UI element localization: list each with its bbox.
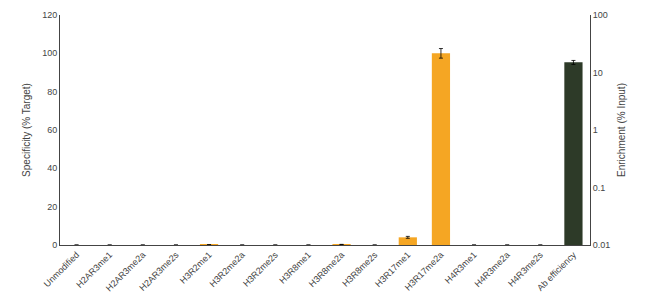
svg-text:Unmodified: Unmodified: [42, 250, 81, 289]
svg-text:H2AR3me2s: H2AR3me2s: [137, 249, 181, 293]
svg-text:80: 80: [47, 87, 57, 97]
svg-text:H3R17me1: H3R17me1: [373, 250, 412, 289]
svg-text:H3R17me2a: H3R17me2a: [403, 250, 446, 293]
svg-text:H3R2me1: H3R2me1: [178, 250, 214, 286]
svg-text:Enrichment (% Input): Enrichment (% Input): [616, 83, 627, 177]
svg-text:20: 20: [47, 202, 57, 212]
svg-text:H3R2me2s: H3R2me2s: [241, 249, 280, 288]
svg-text:100: 100: [42, 48, 57, 58]
svg-text:120: 120: [42, 10, 57, 20]
svg-text:H3R2me2a: H3R2me2a: [208, 250, 247, 289]
svg-text:H3R8me2a: H3R8me2a: [307, 250, 346, 289]
svg-text:1: 1: [593, 125, 598, 135]
svg-text:0: 0: [52, 240, 57, 250]
svg-text:H4R3me1: H4R3me1: [443, 250, 479, 286]
svg-text:Ab efficiency: Ab efficiency: [535, 249, 578, 292]
svg-text:40: 40: [47, 163, 57, 173]
svg-text:0.01: 0.01: [593, 240, 611, 250]
svg-text:100: 100: [593, 10, 608, 20]
svg-text:0.1: 0.1: [593, 183, 606, 193]
svg-text:H4R3me2s: H4R3me2s: [506, 249, 545, 288]
svg-text:H2AR3me1: H2AR3me1: [74, 250, 114, 290]
svg-text:H2AR3me2a: H2AR3me2a: [104, 250, 148, 294]
svg-text:H3R8me1: H3R8me1: [277, 250, 313, 286]
svg-text:H3R8me2s: H3R8me2s: [340, 249, 379, 288]
svg-text:60: 60: [47, 125, 57, 135]
svg-text:Specificity (% Target): Specificity (% Target): [21, 83, 32, 177]
svg-text:H4R3me2a: H4R3me2a: [473, 250, 512, 289]
svg-text:10: 10: [593, 68, 603, 78]
